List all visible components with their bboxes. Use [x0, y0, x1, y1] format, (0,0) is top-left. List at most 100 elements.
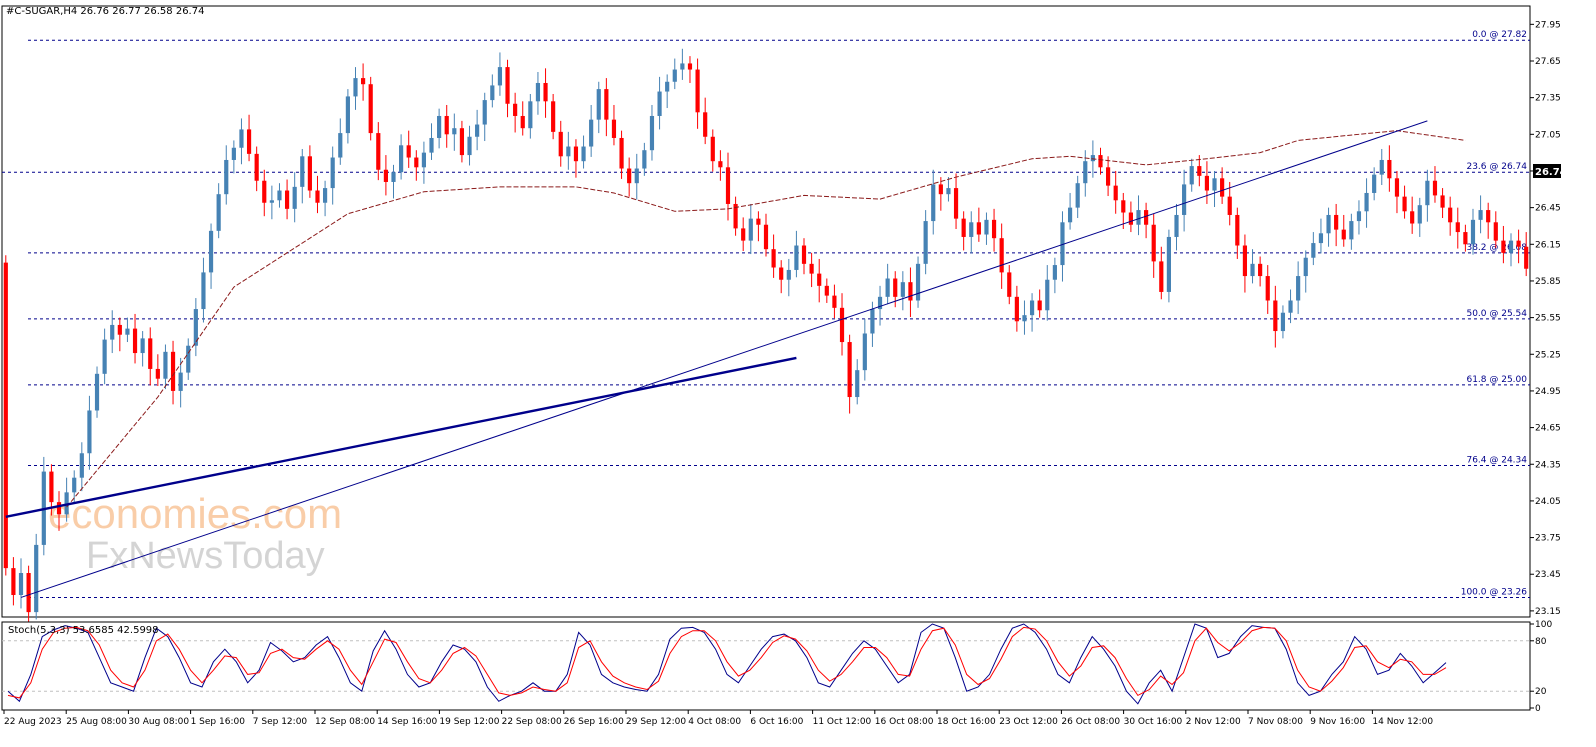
- candle-body: [102, 339, 107, 374]
- candle-body: [1197, 166, 1202, 176]
- time-tick-label: 12 Sep 08:00: [315, 717, 375, 727]
- candle-body: [87, 410, 92, 454]
- candle-body: [969, 222, 974, 237]
- candle-body: [634, 168, 639, 184]
- candle-body: [1220, 178, 1225, 197]
- price-tick-label: 27.35: [1535, 94, 1561, 104]
- candle-body: [1227, 196, 1232, 215]
- candle-body: [1052, 265, 1057, 280]
- candle-body: [34, 544, 39, 613]
- candle-body: [657, 91, 662, 116]
- candle-body: [687, 63, 693, 70]
- candle-body: [1098, 155, 1103, 168]
- candle-body: [246, 129, 252, 154]
- candle-body: [406, 145, 411, 158]
- candle-body: [1516, 240, 1521, 247]
- candle-body: [376, 133, 381, 170]
- candle-body: [1121, 200, 1126, 213]
- candle-body: [1402, 196, 1407, 212]
- trendlines: [5, 120, 1428, 598]
- candle-body: [1204, 175, 1210, 191]
- candle-body: [277, 190, 282, 201]
- time-tick-label: 9 Nov 16:00: [1310, 717, 1365, 727]
- time-tick-label: 19 Sep 12:00: [439, 717, 499, 727]
- candle-body: [741, 228, 746, 241]
- candle-body: [3, 262, 8, 569]
- candle-body: [520, 115, 525, 129]
- candle-body: [832, 295, 837, 308]
- candle-body: [1007, 272, 1012, 297]
- candle-body: [452, 128, 457, 135]
- time-tick-label: 29 Sep 12:00: [626, 717, 686, 727]
- candle-body: [870, 309, 875, 334]
- candle-body: [125, 328, 130, 335]
- candle-body: [1334, 214, 1339, 230]
- candle-body: [140, 338, 145, 354]
- candle-body: [231, 147, 236, 160]
- candle-body: [649, 115, 655, 151]
- candle-body: [1288, 300, 1293, 313]
- candle-body: [1189, 166, 1194, 185]
- candle-body: [908, 282, 913, 301]
- candle-body: [94, 373, 100, 411]
- candle-body: [1318, 233, 1324, 244]
- candle-body: [976, 222, 981, 235]
- candle-body: [763, 224, 769, 250]
- candle-body: [1265, 276, 1270, 301]
- candle-body: [1136, 210, 1141, 225]
- time-tick-label: 30 Aug 08:00: [128, 717, 189, 727]
- candle-body: [839, 307, 845, 343]
- candle-body: [900, 282, 905, 297]
- candle-body: [931, 184, 936, 222]
- candle-body: [1432, 180, 1438, 196]
- candle-body: [1394, 178, 1400, 197]
- candle-body: [573, 146, 579, 162]
- stochastic-tick-label: 80: [1535, 637, 1547, 647]
- candle-body: [718, 161, 723, 168]
- candle-body: [695, 69, 700, 113]
- price-tick-label: 23.15: [1535, 607, 1561, 617]
- candle-body: [284, 190, 290, 209]
- candle-body: [786, 269, 791, 280]
- candle-body: [368, 84, 373, 134]
- candle-body: [1303, 257, 1308, 277]
- price-tick-label: 25.55: [1535, 314, 1561, 324]
- candle-body: [1212, 178, 1217, 191]
- candle-body: [1379, 159, 1384, 175]
- symbol-header: #C-SUGAR,H4 26.76 26.77 26.58 26.74: [6, 6, 204, 17]
- candle-body: [1470, 219, 1476, 245]
- candle-body: [551, 101, 556, 132]
- candle-body: [1425, 180, 1430, 206]
- current-price-box: [1533, 164, 1561, 178]
- fib-label: 38.2 @ 26.08: [1466, 243, 1527, 253]
- candle-body: [292, 186, 297, 209]
- price-tick-label: 26.45: [1535, 204, 1561, 214]
- stochastic-tick-label: 20: [1535, 687, 1547, 697]
- support-trendline: [20, 120, 1428, 598]
- candle-body: [1144, 210, 1149, 225]
- candle-body: [49, 471, 54, 503]
- candle-body: [1037, 300, 1042, 311]
- candle-body: [893, 278, 898, 297]
- candle-body: [710, 136, 715, 162]
- candle-body: [18, 573, 24, 596]
- price-axis: 27.9527.6527.3527.0526.7526.4526.1525.85…: [1530, 20, 1561, 617]
- fib-label: 76.4 @ 24.34: [1466, 455, 1527, 465]
- price-tick-label: 24.35: [1535, 460, 1561, 470]
- price-tick-label: 25.85: [1535, 277, 1561, 287]
- candle-body: [1166, 236, 1171, 292]
- candle-body: [224, 159, 229, 195]
- time-tick-label: 1 Sep 16:00: [191, 717, 246, 727]
- candle-body: [999, 238, 1004, 273]
- candle-body: [680, 63, 685, 70]
- candle-body: [824, 285, 829, 296]
- stochastic-tick-label: 100: [1535, 620, 1552, 630]
- time-tick-label: 16 Oct 08:00: [875, 717, 934, 727]
- watermark: economies.com FxNewsToday: [48, 490, 342, 577]
- candle-body: [1182, 184, 1187, 215]
- candle-body: [703, 112, 708, 137]
- candle-body: [1242, 245, 1248, 277]
- candle-body: [748, 218, 753, 241]
